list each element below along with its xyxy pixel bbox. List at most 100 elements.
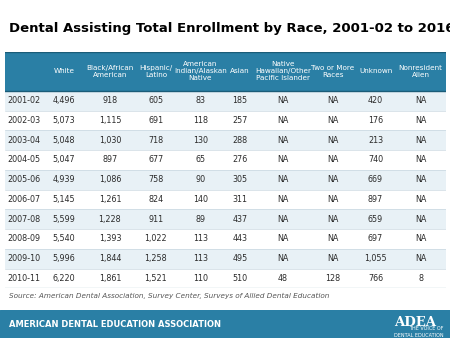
- Text: 691: 691: [148, 116, 163, 125]
- Text: NA: NA: [327, 195, 338, 204]
- Text: 257: 257: [233, 116, 248, 125]
- Text: 113: 113: [193, 235, 208, 243]
- Text: 276: 276: [233, 155, 248, 164]
- Text: NA: NA: [277, 96, 289, 105]
- Text: 5,540: 5,540: [53, 235, 75, 243]
- Bar: [396, 249, 446, 269]
- Bar: [176, 150, 225, 170]
- Text: NA: NA: [327, 136, 338, 145]
- Bar: [136, 150, 176, 170]
- Bar: [256, 52, 310, 91]
- Text: 1,393: 1,393: [99, 235, 121, 243]
- Text: 305: 305: [233, 175, 248, 184]
- Bar: [256, 91, 310, 111]
- Bar: [396, 170, 446, 190]
- Text: NA: NA: [327, 215, 338, 224]
- Text: 443: 443: [233, 235, 248, 243]
- Text: 1,228: 1,228: [99, 215, 121, 224]
- Text: NA: NA: [415, 155, 426, 164]
- Bar: [355, 150, 396, 170]
- Text: Unknown: Unknown: [359, 68, 392, 74]
- Bar: [396, 269, 446, 288]
- Text: NA: NA: [415, 195, 426, 204]
- Text: 420: 420: [368, 96, 383, 105]
- Bar: [355, 190, 396, 209]
- Bar: [310, 170, 355, 190]
- Bar: [84, 190, 136, 209]
- Bar: [225, 209, 256, 229]
- Bar: [256, 111, 310, 130]
- Text: NA: NA: [277, 195, 289, 204]
- Bar: [256, 170, 310, 190]
- Text: Dental Assisting Total Enrollment by Race, 2001-02 to 2016-17 (1 of 2): Dental Assisting Total Enrollment by Rac…: [9, 22, 450, 35]
- Bar: [4, 170, 44, 190]
- Text: NA: NA: [327, 155, 338, 164]
- Bar: [256, 150, 310, 170]
- Bar: [84, 130, 136, 150]
- Text: 918: 918: [102, 96, 117, 105]
- Bar: [310, 52, 355, 91]
- Bar: [44, 269, 84, 288]
- Bar: [256, 209, 310, 229]
- Text: 2006-07: 2006-07: [8, 195, 40, 204]
- Text: 495: 495: [233, 254, 248, 263]
- Text: 2009-10: 2009-10: [8, 254, 40, 263]
- Bar: [176, 130, 225, 150]
- Bar: [310, 249, 355, 269]
- Text: NA: NA: [327, 96, 338, 105]
- Bar: [355, 269, 396, 288]
- Bar: [310, 229, 355, 249]
- Bar: [396, 130, 446, 150]
- Bar: [84, 249, 136, 269]
- Text: 128: 128: [325, 274, 340, 283]
- Text: Hispanic/
Latino: Hispanic/ Latino: [140, 65, 172, 78]
- Text: 1,115: 1,115: [99, 116, 121, 125]
- Text: 824: 824: [148, 195, 163, 204]
- Bar: [84, 150, 136, 170]
- Bar: [355, 229, 396, 249]
- Bar: [176, 249, 225, 269]
- Bar: [225, 190, 256, 209]
- Bar: [4, 91, 44, 111]
- Bar: [256, 229, 310, 249]
- Bar: [176, 91, 225, 111]
- Bar: [256, 249, 310, 269]
- Bar: [225, 130, 256, 150]
- Bar: [396, 52, 446, 91]
- Bar: [4, 249, 44, 269]
- Text: Asian: Asian: [230, 68, 250, 74]
- Bar: [396, 91, 446, 111]
- Text: 110: 110: [193, 274, 208, 283]
- Bar: [176, 111, 225, 130]
- Bar: [44, 249, 84, 269]
- Bar: [136, 52, 176, 91]
- Bar: [225, 52, 256, 91]
- Bar: [4, 111, 44, 130]
- Bar: [310, 269, 355, 288]
- Bar: [225, 150, 256, 170]
- Text: 5,048: 5,048: [53, 136, 75, 145]
- Bar: [225, 91, 256, 111]
- Text: 1,844: 1,844: [99, 254, 121, 263]
- Text: American
Indian/Alaskan
Native: American Indian/Alaskan Native: [174, 61, 227, 81]
- Text: 1,258: 1,258: [144, 254, 167, 263]
- Text: NA: NA: [327, 175, 338, 184]
- Bar: [176, 229, 225, 249]
- Bar: [310, 209, 355, 229]
- Bar: [355, 111, 396, 130]
- Text: ADEA: ADEA: [395, 316, 436, 329]
- Text: 1,022: 1,022: [144, 235, 167, 243]
- Text: 6,220: 6,220: [53, 274, 75, 283]
- Text: 677: 677: [148, 155, 163, 164]
- Bar: [396, 229, 446, 249]
- Text: 113: 113: [193, 254, 208, 263]
- Bar: [355, 130, 396, 150]
- Text: 5,073: 5,073: [53, 116, 75, 125]
- Text: 1,055: 1,055: [364, 254, 387, 263]
- Text: 911: 911: [148, 215, 163, 224]
- Bar: [44, 111, 84, 130]
- Bar: [256, 130, 310, 150]
- Text: NA: NA: [415, 96, 426, 105]
- Text: Nonresident
Alien: Nonresident Alien: [399, 65, 443, 78]
- Bar: [396, 209, 446, 229]
